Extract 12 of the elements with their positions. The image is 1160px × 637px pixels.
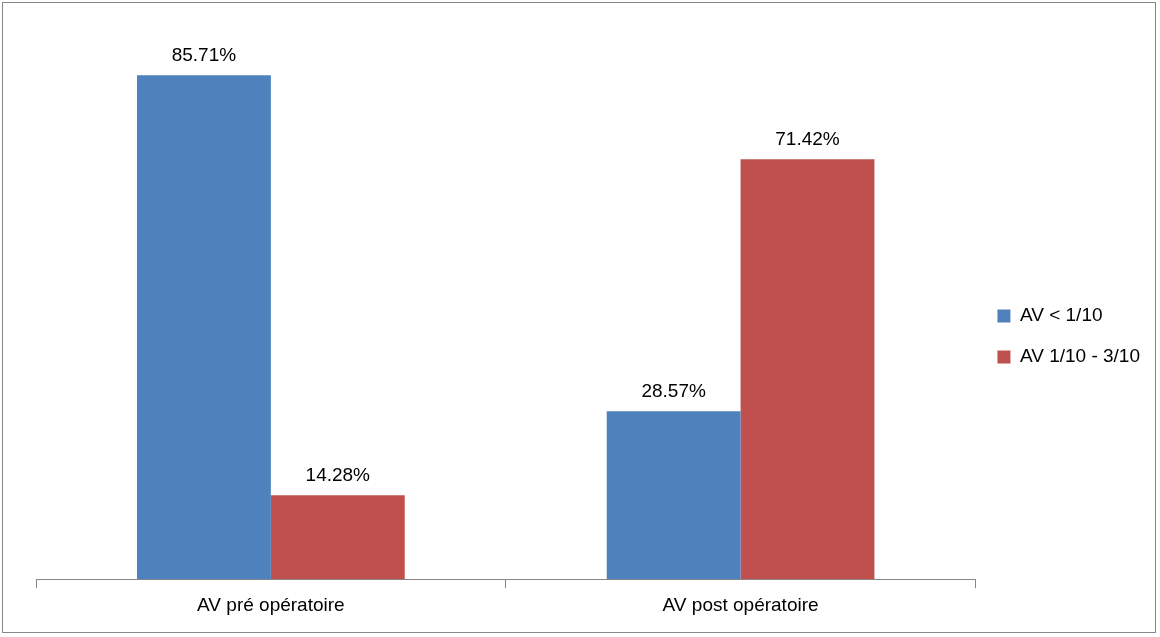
bar (270, 495, 405, 580)
legend-label: AV 1/10 - 3/10 (1019, 345, 1140, 367)
bar (606, 411, 741, 580)
data-label: 14.28% (305, 463, 371, 485)
bar (136, 75, 271, 580)
data-label: 71.42% (775, 127, 840, 149)
x-tick-label: AV pré opératoire (197, 593, 345, 615)
data-label: 28.57% (641, 379, 706, 401)
data-label: 85.71% (171, 43, 237, 65)
bar (740, 159, 875, 580)
x-tick-label: AV post opératoire (662, 593, 819, 615)
legend-label: AV < 1/10 (1019, 304, 1103, 326)
